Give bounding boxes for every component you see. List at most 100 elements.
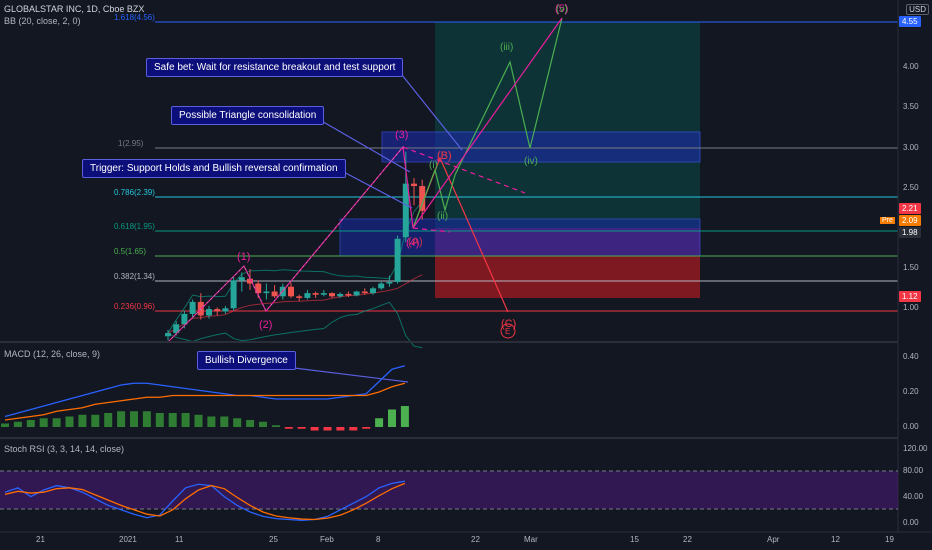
fib-label: 0.786(2.39): [114, 188, 155, 197]
candle-body: [271, 291, 278, 297]
signal-line: [4, 382, 406, 421]
candle-body: [329, 293, 335, 297]
time-tick: 22: [471, 535, 480, 544]
macd-pane: [1, 365, 409, 431]
macd-bar: [194, 414, 203, 427]
candle-body: [353, 291, 360, 296]
candle-body: [337, 293, 344, 297]
candle-body: [288, 286, 294, 297]
macd-bar: [259, 421, 267, 427]
time-tick: 25: [269, 535, 278, 544]
resistance-box: [381, 131, 701, 163]
wave-iii-label: (iii): [500, 42, 513, 53]
support-box: [339, 218, 701, 257]
symbol-legend[interactable]: GLOBALSTAR INC, 1D, Cboe BZX: [4, 4, 145, 14]
bb-basis: [167, 274, 423, 334]
macd-bar: [323, 427, 332, 431]
price-tick: 4.00: [903, 62, 919, 71]
stoch-tick: 120.00: [903, 444, 928, 453]
callout-pointers: [285, 69, 463, 383]
macd-bar: [91, 414, 100, 427]
fib-label: 1.618(4.56): [114, 13, 155, 22]
candle-body: [361, 291, 368, 294]
bb-upper: [167, 201, 423, 334]
target-zone: [435, 22, 700, 230]
fib-label: 0.5(1.65): [114, 247, 147, 256]
macd-bar: [130, 411, 138, 427]
macd-bar: [375, 418, 384, 427]
trigger-callout: Trigger: Support Holds and Bullish rever…: [82, 159, 346, 178]
macd-line: [4, 365, 406, 418]
bollinger-bands: [167, 201, 423, 349]
macd-bar: [13, 421, 22, 427]
macd-bar: [78, 414, 87, 427]
bb-legend[interactable]: BB (20, close, 2, 0): [4, 16, 81, 26]
price-tag: 1.98: [899, 227, 921, 238]
currency-button[interactable]: USD: [906, 4, 929, 15]
macd-legend[interactable]: MACD (12, 26, close, 9): [4, 349, 101, 359]
candle-body: [345, 293, 352, 296]
stop-zone-red: [435, 256, 700, 298]
candle-body: [394, 238, 401, 282]
stoch-tick: 80.00: [903, 466, 924, 475]
macd-bar: [1, 423, 9, 427]
macd-bar: [400, 406, 409, 427]
price-tick: 1.50: [903, 263, 919, 272]
candle-body: [238, 277, 245, 281]
time-tick: 19: [885, 535, 894, 544]
wave-ii-label: (ii): [437, 211, 448, 222]
candle-body: [378, 283, 385, 289]
macd-tick: 0.20: [903, 387, 919, 396]
candle-body: [230, 280, 237, 309]
wave-labels: (1) (2) (3) (4) (5) (A) (B) (C) E (i) (i…: [237, 3, 568, 339]
time-tick: 12: [831, 535, 840, 544]
candle-body: [189, 301, 196, 314]
stoch-legend[interactable]: Stoch RSI (3, 3, 14, 14, close): [4, 444, 125, 454]
bb-lower: [167, 301, 423, 349]
candle-body: [165, 333, 171, 337]
time-tick: 22: [683, 535, 692, 544]
price-tag: 1.12: [899, 291, 921, 302]
candle-body: [419, 186, 426, 211]
macd-bar: [310, 427, 319, 431]
macd-bar: [39, 418, 48, 427]
price-tick: 1.00: [903, 303, 919, 312]
time-tick: 2021: [119, 535, 137, 544]
wave-lines: [167, 17, 563, 343]
candle-body: [370, 288, 376, 294]
fib-label: 0.236(0.96): [114, 302, 155, 311]
candle-body: [214, 309, 221, 312]
macd-bar: [362, 427, 371, 429]
wave-3-label: (3): [395, 129, 408, 141]
macd-bar: [284, 427, 293, 429]
price-tick: 3.00: [903, 143, 919, 152]
candle-body: [247, 278, 253, 284]
candle-body: [263, 291, 270, 294]
macd-tick: 0.40: [903, 352, 919, 361]
fib-lines: [155, 21, 898, 312]
macd-bar: [220, 416, 229, 427]
wave-iv-label: (iv): [524, 156, 538, 167]
macd-bar: [297, 427, 306, 429]
price-tick: 2.50: [903, 183, 919, 192]
wave-a-label: (A): [408, 236, 423, 248]
macd-tick: 0.00: [903, 422, 919, 431]
macd-bar: [207, 416, 216, 427]
macd-bar: [246, 420, 255, 427]
macd-bar: [117, 411, 126, 427]
candle-body: [402, 183, 409, 238]
candle-body: [222, 308, 229, 312]
wave-i-label: (i): [429, 160, 438, 171]
safe-bet-callout: Safe bet: Wait for resistance breakout a…: [146, 58, 404, 77]
time-tick: 11: [175, 535, 184, 544]
pre-badge: Pre: [880, 217, 895, 224]
time-tick: 21: [36, 535, 45, 544]
macd-bar: [388, 409, 396, 427]
stoch-pane: [4, 480, 406, 522]
candle-body: [173, 324, 180, 334]
candle-body: [312, 293, 319, 295]
wave-1-label: (1): [237, 251, 250, 263]
macd-bar: [155, 413, 164, 427]
candle-body: [320, 293, 327, 295]
